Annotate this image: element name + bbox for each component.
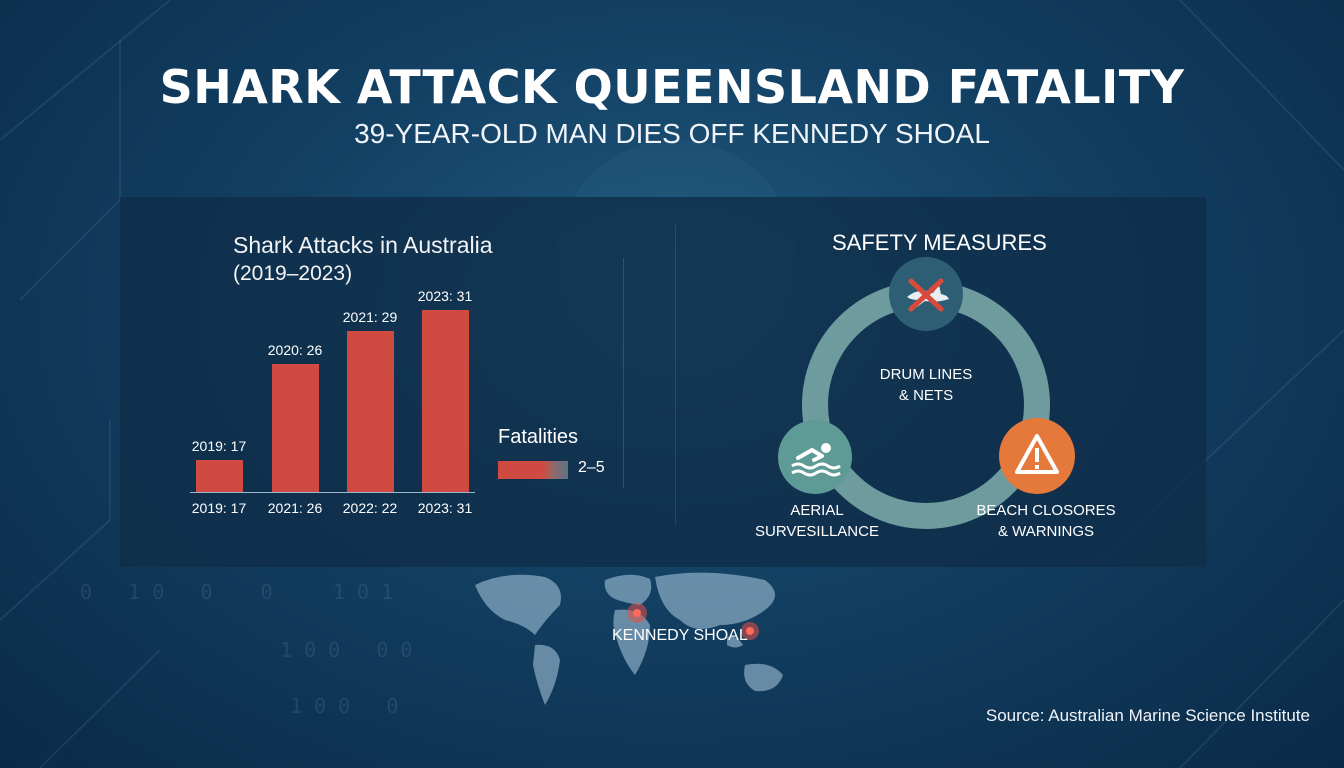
binary-decoration: 1 0 0 0 0: [280, 638, 413, 662]
no-shark-icon: [889, 257, 963, 331]
drum-lines-label: DRUM LINES & NETS: [879, 366, 973, 404]
source-credit: Source: Australian Marine Science Instit…: [985, 706, 1310, 725]
bar-data-label: 2020: 26: [267, 341, 323, 358]
page-subtitle: 39-YEAR-OLD MAN DIES OFF KENNEDY SHOAL: [354, 118, 990, 149]
x-tick-label: 2023: 31: [417, 500, 473, 516]
bar-data-label: 2021: 29: [342, 309, 398, 326]
bar-data-label: 2023: 31: [417, 288, 473, 304]
bar-3: [421, 310, 469, 492]
x-axis-line: [190, 492, 475, 493]
panel-divider: [623, 258, 624, 488]
binary-decoration: 0 1 0 0 0 1 0 1: [80, 580, 394, 604]
chart-subtitle: (2019–2023): [233, 262, 353, 285]
legend-swatch: [498, 461, 568, 479]
swimmer-icon: [778, 420, 852, 494]
warning-icon: [999, 418, 1075, 494]
panel-divider: [675, 225, 676, 525]
beach-closures-label: BEACH CLOSORES & WARNINGS: [976, 502, 1116, 540]
page-title: SHARK ATTACK QUEENSLAND FATALITY: [159, 60, 1185, 114]
bar-2: [346, 331, 394, 492]
world-map: [475, 572, 783, 705]
bar-0: [195, 459, 243, 492]
x-tick-label: 2021: 26: [267, 500, 323, 516]
aerial-surveillance-label: AERIAL SURVESILLANCE: [755, 502, 879, 540]
x-tick-label: 2019: 17: [191, 500, 247, 516]
chart-title: Shark Attacks in Australia: [233, 232, 493, 258]
x-tick-label: 2022: 22: [342, 500, 398, 516]
safety-title: SAFETY MEASURES: [832, 230, 1047, 255]
legend-title: Fatalities: [498, 426, 579, 448]
binary-decoration: 1 0 0 0: [290, 694, 399, 718]
legend-range: 2–5: [578, 459, 605, 476]
bar-1: [271, 363, 319, 492]
bar-data-label: 2019: 17: [191, 437, 247, 454]
map-location-label: KENNEDY SHOAL: [612, 627, 748, 644]
